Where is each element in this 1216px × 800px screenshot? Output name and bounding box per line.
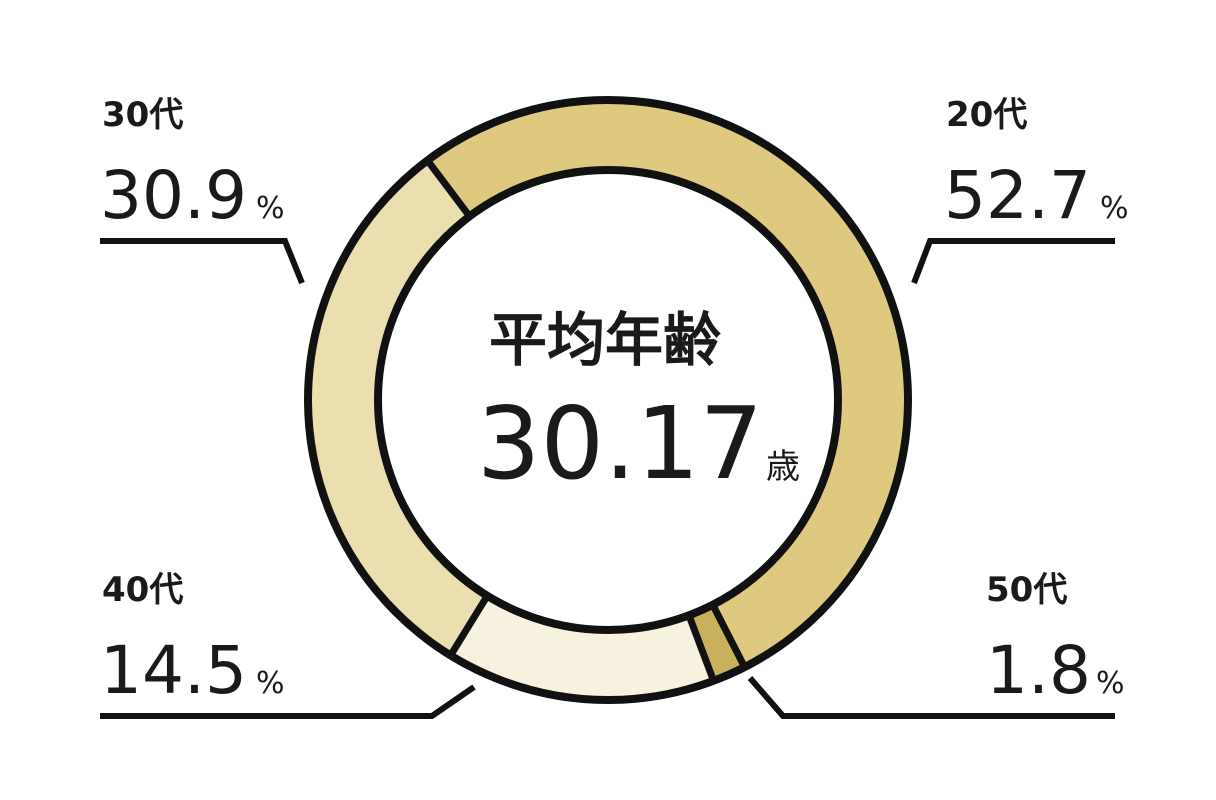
segment-divider [709, 603, 748, 669]
leader-line-40s [100, 684, 476, 719]
segment-divider [424, 158, 473, 219]
leader-line-50s [747, 676, 1115, 719]
label-40s-value: 14.5 [100, 632, 247, 709]
leader-lines [100, 238, 1115, 719]
donut-segment-50s [688, 604, 745, 681]
center-value: 30.17 [477, 385, 763, 502]
label-20s-category: 20代 [946, 95, 1027, 135]
center-unit: 歳 [766, 447, 800, 487]
label-20s-value: 52.7 [944, 157, 1091, 234]
donut-ring [308, 100, 909, 700]
label-50s-category: 50代 [986, 570, 1067, 610]
donut-segment-30s [308, 160, 488, 656]
ring-outer-outline [304, 96, 912, 704]
donut-segment-20s [427, 100, 909, 668]
segment-dividers [304, 96, 912, 704]
label-30s-value: 30.9 [100, 157, 247, 234]
label-50s-value: 1.8 [986, 632, 1091, 709]
segment-divider [447, 593, 491, 658]
ring-inner-outline [374, 166, 842, 634]
label-30s-category: 30代 [102, 95, 183, 135]
segment-divider [685, 614, 717, 683]
leader-line-20s [911, 238, 1115, 285]
label-40s-category: 40代 [102, 570, 183, 610]
label-30s-unit: % [256, 191, 285, 226]
leader-line-30s [100, 238, 305, 285]
center-title: 平均年齢 [489, 306, 721, 374]
label-50s-unit: % [1096, 666, 1125, 701]
donut-segment-40s [450, 595, 714, 700]
label-40s-unit: % [256, 666, 285, 701]
label-20s-unit: % [1100, 191, 1129, 226]
